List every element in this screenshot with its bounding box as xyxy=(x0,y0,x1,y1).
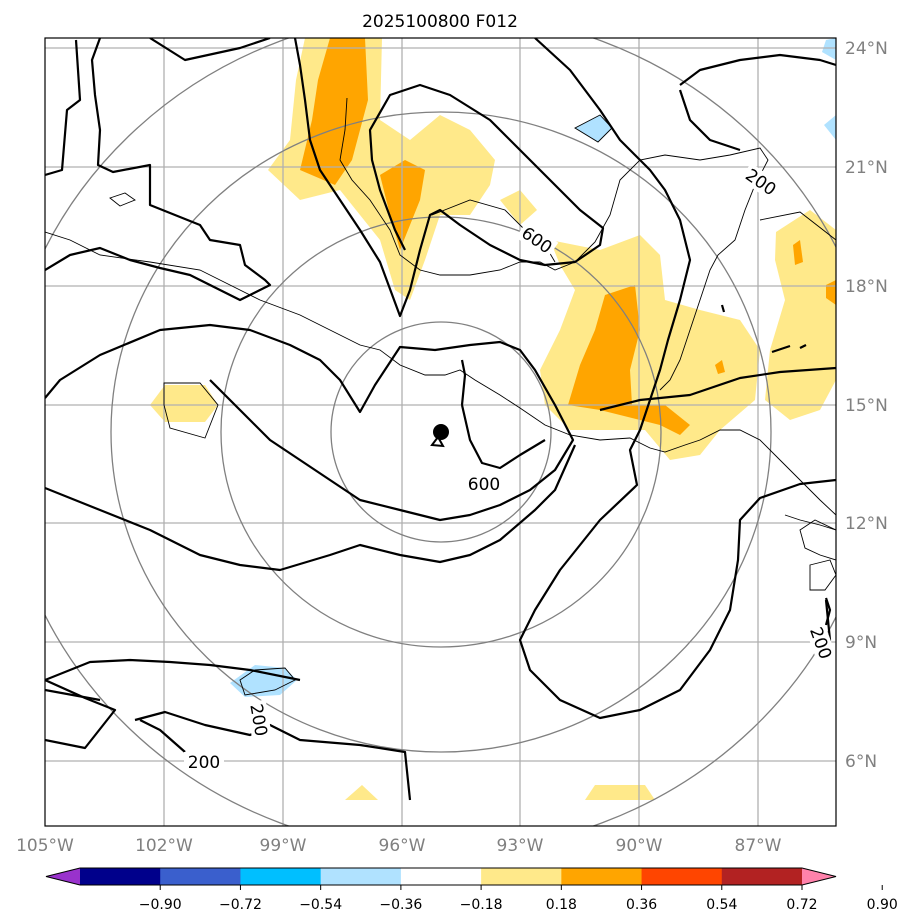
storm-center-marker xyxy=(430,424,449,448)
lon-label-105w: 105°W xyxy=(16,836,74,856)
map-area: 600 600 200 200 200 200 xyxy=(45,38,836,826)
colorbar-tick-label: 0.72 xyxy=(786,897,817,913)
colorbar-tick-label: −0.54 xyxy=(299,897,342,913)
colorbar-segment xyxy=(160,868,241,885)
colorbar-segment xyxy=(320,868,402,885)
colorbar-segment xyxy=(561,868,643,885)
lat-label-9n: 9°N xyxy=(845,633,877,653)
latitude-labels: 24°N 21°N 18°N 15°N 12°N 9°N 6°N xyxy=(845,39,888,772)
colorbar-outline xyxy=(45,867,837,886)
contour-label-600: 600 xyxy=(468,475,500,495)
colorbar-segment xyxy=(240,868,322,885)
lon-label-99w: 99°W xyxy=(260,836,307,856)
colorbar-tick-label: −0.72 xyxy=(219,897,262,913)
contour-label-200-b: 200 xyxy=(188,753,220,773)
lon-label-90w: 90°W xyxy=(616,836,663,856)
lon-label-93w: 93°W xyxy=(497,836,544,856)
colorbar-tick-label: −0.90 xyxy=(139,897,182,913)
colorbar-tick-label: −0.36 xyxy=(379,897,422,913)
lon-label-87w: 87°W xyxy=(735,836,782,856)
figure-title: 2025100800 F012 xyxy=(362,12,518,32)
lat-label-12n: 12°N xyxy=(845,514,888,534)
negative-lightblue-shading xyxy=(230,38,836,697)
map-frame xyxy=(44,37,837,827)
lon-label-102w: 102°W xyxy=(135,836,193,856)
colorbar-extend-high xyxy=(802,868,836,885)
coastlines xyxy=(45,97,836,696)
colorbar-extend-low xyxy=(46,868,80,885)
lat-label-6n: 6°N xyxy=(845,752,877,772)
colorbar-segment xyxy=(641,868,723,885)
colorbar-tick-label: −0.18 xyxy=(460,897,503,913)
lat-label-21n: 21°N xyxy=(845,158,888,178)
colorbar-tick-label: 0.18 xyxy=(546,897,577,913)
range-rings xyxy=(45,38,836,826)
colorbar-ticks: −0.90 −0.72 −0.54 −0.36 −0.18 0.18 0.36 0.54 0.7… xyxy=(139,885,898,913)
colorbar: −0.90 −0.72 −0.54 −0.36 −0.18 0.18 0.36 0.54 0.7… xyxy=(45,867,898,913)
colorbar-segment xyxy=(80,868,161,885)
colorbar-segment xyxy=(481,868,562,885)
colorbar-tick-label: 0.54 xyxy=(706,897,737,913)
colorbar-segments xyxy=(45,867,837,886)
colorbar-tick-label: 0.36 xyxy=(626,897,657,913)
colorbar-tick-label: 0.90 xyxy=(867,897,898,913)
lon-label-96w: 96°W xyxy=(379,836,426,856)
colorbar-segment xyxy=(400,868,482,885)
longitude-labels: 105°W 102°W 99°W 96°W 93°W 90°W 87°W xyxy=(16,836,782,856)
lat-label-15n: 15°N xyxy=(845,396,888,416)
colorbar-segment xyxy=(721,868,803,885)
lat-label-18n: 18°N xyxy=(845,277,888,297)
latlon-grid xyxy=(45,38,836,826)
lat-label-24n: 24°N xyxy=(845,39,888,59)
